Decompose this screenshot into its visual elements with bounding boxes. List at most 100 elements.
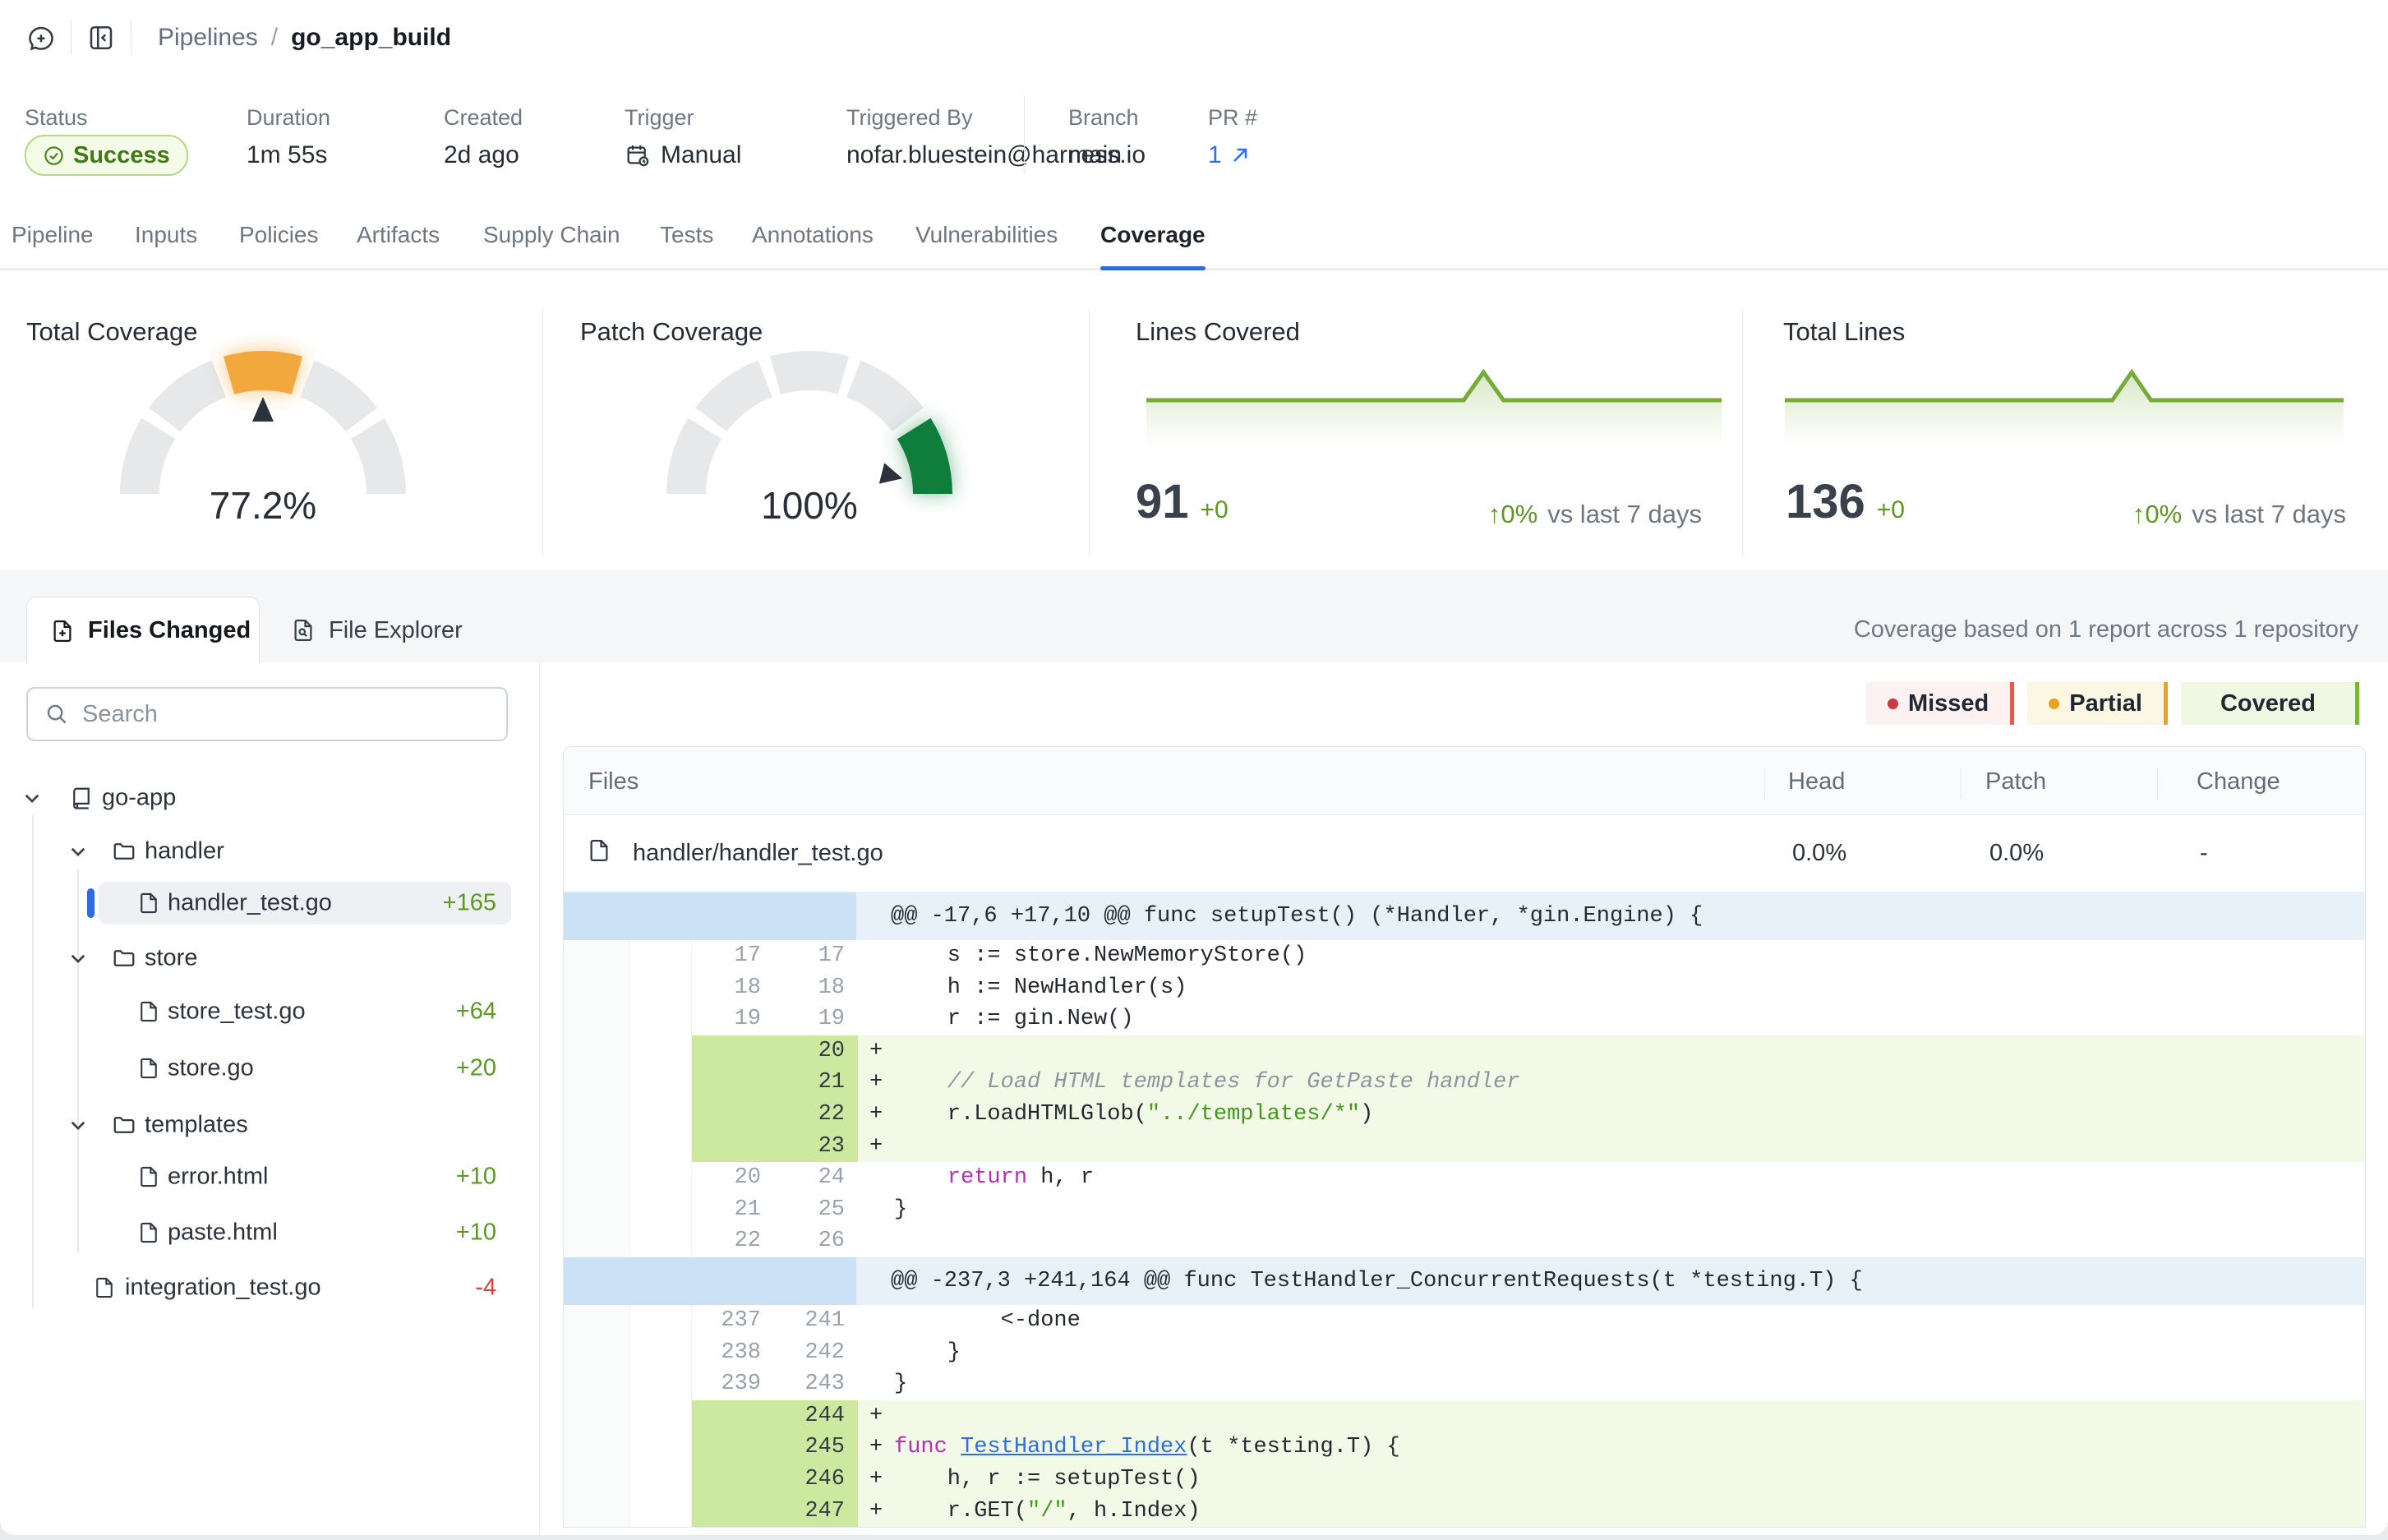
tab-tests[interactable]: Tests bbox=[660, 222, 713, 248]
tree-item-handler[interactable]: handler bbox=[0, 833, 539, 869]
diff-line-added: 246 + h, r := setupTest() bbox=[564, 1464, 2365, 1496]
tree-item-handler-test[interactable]: handler_test.go +165 bbox=[0, 885, 539, 921]
check-circle-icon bbox=[43, 145, 65, 167]
total-lines-trend: ↑0% vs last 7 days bbox=[2132, 500, 2346, 529]
file-icon bbox=[137, 892, 160, 915]
hunk-header: @@ -237,3 +241,164 @@ func TestHandler_C… bbox=[564, 1257, 2365, 1305]
diff-line-added: 245 +func TestHandler_Index(t *testing.T… bbox=[564, 1432, 2365, 1464]
hunk-text: @@ -237,3 +241,164 @@ func TestHandler_C… bbox=[856, 1257, 2365, 1305]
tree-item-store-go[interactable]: store.go +20 bbox=[0, 1050, 539, 1086]
legend-covered[interactable]: Covered bbox=[2181, 682, 2359, 725]
file-search-icon bbox=[291, 618, 316, 643]
legend-missed[interactable]: Missed bbox=[1866, 682, 2014, 725]
tab-pipeline[interactable]: Pipeline bbox=[12, 222, 94, 248]
diff-line: 239243 } bbox=[564, 1368, 2365, 1400]
divider bbox=[1961, 768, 1962, 800]
tree-item-go-app[interactable]: go-app bbox=[0, 780, 539, 816]
calendar-icon bbox=[625, 142, 651, 168]
tab-inputs[interactable]: Inputs bbox=[135, 222, 197, 248]
chevron-down-icon[interactable] bbox=[67, 1114, 89, 1136]
tab-vulnerabilities[interactable]: Vulnerabilities bbox=[915, 222, 1058, 248]
patch-value: 0.0% bbox=[1989, 840, 2044, 867]
folder-icon bbox=[112, 1113, 136, 1137]
chevron-down-icon[interactable] bbox=[67, 948, 89, 969]
file-icon bbox=[93, 1276, 116, 1299]
total-coverage-card: Total Coverage 77.2% bbox=[0, 299, 542, 570]
divider bbox=[2157, 768, 2158, 800]
lines-covered-number: 91 +0 bbox=[1136, 478, 1229, 526]
col-files: Files bbox=[588, 768, 638, 795]
search-input[interactable] bbox=[26, 687, 508, 741]
page-title: go_app_build bbox=[291, 24, 451, 52]
delta-badge: -4 bbox=[475, 1275, 496, 1302]
tree-item-paste-html[interactable]: paste.html +10 bbox=[0, 1215, 539, 1251]
divider bbox=[1764, 768, 1765, 800]
execution-meta: Status Success Duration 1m 55s Created 2… bbox=[0, 76, 2388, 207]
diff-line: 1919 r := gin.New() bbox=[564, 1003, 2365, 1035]
top-bar: Pipelines / go_app_build bbox=[0, 0, 2388, 76]
delta-badge: +165 bbox=[443, 890, 496, 917]
tab-file-explorer[interactable]: File Explorer bbox=[271, 598, 463, 662]
file-icon bbox=[137, 1057, 160, 1080]
file-icon bbox=[137, 1000, 160, 1023]
file-plus-icon bbox=[50, 619, 75, 643]
tab-policies[interactable]: Policies bbox=[239, 222, 318, 248]
collapse-panel-icon[interactable] bbox=[83, 20, 119, 56]
tab-files-changed[interactable]: Files Changed bbox=[26, 597, 260, 664]
breadcrumb-separator: / bbox=[271, 24, 278, 52]
status-badge: Success bbox=[25, 135, 188, 176]
tree-item-store[interactable]: store bbox=[0, 940, 539, 976]
divider bbox=[539, 662, 540, 1535]
folder-icon bbox=[112, 839, 136, 864]
tree-item-templates[interactable]: templates bbox=[0, 1107, 539, 1143]
chat-add-icon[interactable] bbox=[23, 20, 59, 56]
diff-line: 2125 } bbox=[564, 1194, 2365, 1226]
change-value: - bbox=[2200, 840, 2208, 867]
folder-icon bbox=[112, 946, 136, 971]
tab-supply-chain[interactable]: Supply Chain bbox=[483, 222, 620, 248]
coverage-summary-cards: Total Coverage 77.2% Patch Coverage 100%… bbox=[0, 299, 2388, 571]
hunk-header: @@ -17,6 +17,10 @@ func setupTest() (*Ha… bbox=[564, 892, 2365, 940]
diff-line: 1717 s := store.NewMemoryStore() bbox=[564, 940, 2365, 972]
delta-badge: +64 bbox=[456, 998, 496, 1026]
lines-covered-card: Lines Covered 91 +0 ↑0% vs last 7 days bbox=[1089, 299, 1742, 570]
diff-line-added: 21 + // Load HTML templates for GetPaste… bbox=[564, 1067, 2365, 1099]
chevron-down-icon[interactable] bbox=[67, 841, 89, 862]
col-head: Head bbox=[1788, 768, 1845, 795]
tree-item-store-test[interactable]: store_test.go +64 bbox=[0, 994, 539, 1030]
diff-line: 1818 h := NewHandler(s) bbox=[564, 972, 2365, 1004]
breadcrumb-pipelines[interactable]: Pipelines bbox=[158, 24, 258, 52]
diff-line: 237241 <-done bbox=[564, 1305, 2365, 1337]
total-lines-sparkline bbox=[1785, 359, 2344, 466]
missed-dot-icon bbox=[1888, 699, 1898, 709]
pipeline-tabs: Pipeline Inputs Policies Artifacts Suppl… bbox=[0, 205, 2388, 274]
arrow-up-right-icon bbox=[1229, 144, 1252, 167]
lines-covered-sparkline bbox=[1146, 359, 1722, 466]
hunk-text: @@ -17,6 +17,10 @@ func setupTest() (*Ha… bbox=[856, 892, 2365, 940]
pr-link[interactable]: 1 bbox=[1208, 141, 1252, 169]
breadcrumb: Pipelines / go_app_build bbox=[158, 24, 451, 52]
tab-coverage[interactable]: Coverage bbox=[1100, 222, 1206, 248]
diff-line-added: 20 + bbox=[564, 1035, 2365, 1067]
tab-annotations[interactable]: Annotations bbox=[752, 222, 874, 248]
patch-coverage-card: Patch Coverage 100% bbox=[542, 299, 1089, 570]
diff-line: 2024 return h, r bbox=[564, 1162, 2365, 1194]
diff-line-added: 244 + bbox=[564, 1400, 2365, 1432]
file-icon bbox=[137, 1165, 160, 1188]
coverage-legend: Missed Partial Covered bbox=[1866, 682, 2359, 725]
diff-line: 2226 bbox=[564, 1225, 2365, 1257]
files-diff-table: Files Head Patch Change handler/handler_… bbox=[563, 746, 2366, 1528]
lines-covered-trend: ↑0% vs last 7 days bbox=[1488, 500, 1702, 529]
tree-item-error-html[interactable]: error.html +10 bbox=[0, 1159, 539, 1195]
chevron-down-icon[interactable] bbox=[21, 787, 43, 809]
legend-partial[interactable]: Partial bbox=[2027, 682, 2168, 725]
tab-artifacts[interactable]: Artifacts bbox=[357, 222, 440, 248]
repo-icon bbox=[69, 786, 94, 810]
patch-coverage-value: 100% bbox=[637, 483, 982, 528]
col-patch: Patch bbox=[1985, 768, 2046, 795]
col-change: Change bbox=[2197, 768, 2280, 795]
divider bbox=[1024, 97, 1025, 173]
file-row-handler-test[interactable]: handler/handler_test.go 0.0% 0.0% - bbox=[564, 815, 2365, 892]
tree-item-integration-test[interactable]: integration_test.go -4 bbox=[0, 1270, 539, 1306]
total-lines-card: Total Lines 136 +0 ↑0% vs last 7 days bbox=[1742, 299, 2388, 570]
